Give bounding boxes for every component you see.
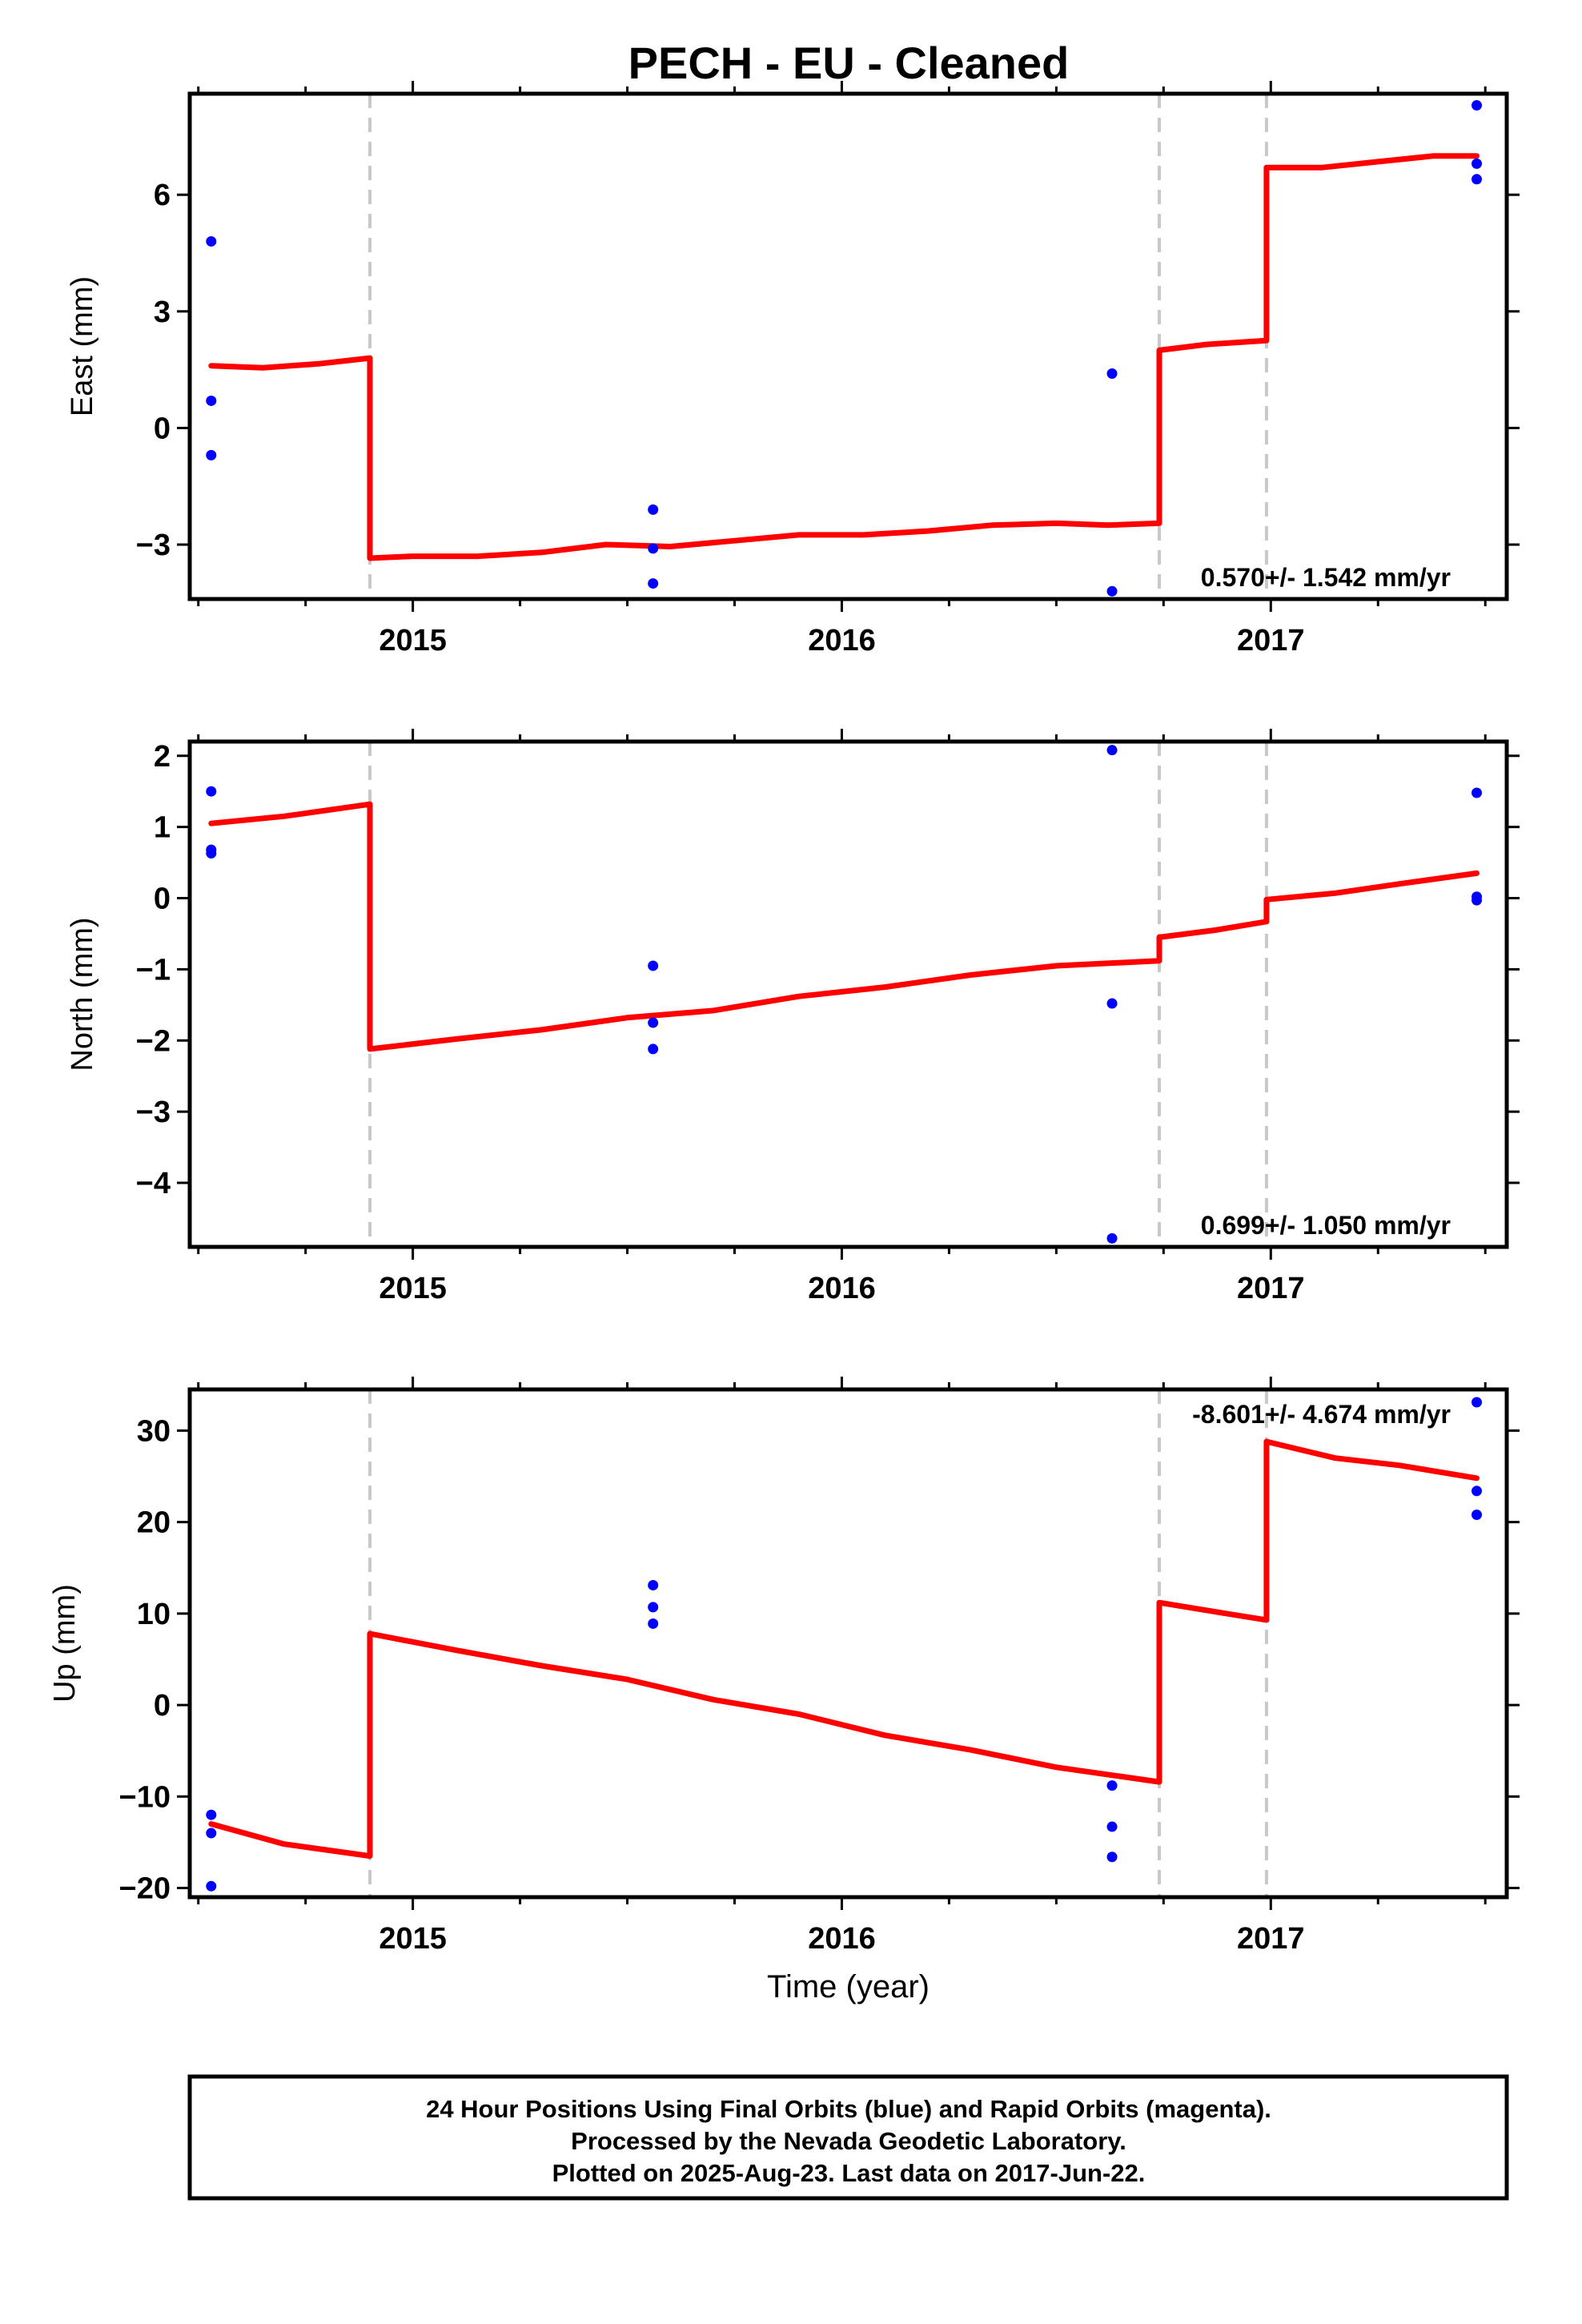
data-point xyxy=(1471,1510,1482,1521)
model-line xyxy=(208,1438,1480,1860)
data-point xyxy=(206,395,217,406)
rate-label: 0.570+/- 1.542 mm/yr xyxy=(1201,563,1451,592)
panels: 2015 2016 2017 −3 0 3 6 East (mm) 0.570+/- 1.542… xyxy=(48,81,1520,2004)
footer-line-3: Plotted on 2025-Aug-23. Last data on 201… xyxy=(552,2159,1146,2187)
panel-north: 2015 2016 2017 −4 −3 −2 −1 0 1 2 North (mm) 0.699+/… xyxy=(66,729,1520,1305)
x-tick-label: 2017 xyxy=(1237,1922,1305,1956)
data-point xyxy=(206,1880,217,1892)
y-tick-label: 30 xyxy=(137,1414,171,1448)
data-point xyxy=(1471,158,1482,169)
y-axis-label: East (mm) xyxy=(66,276,99,416)
y-tick-label: 0 xyxy=(154,883,171,916)
footer-box: 24 Hour Positions Using Final Orbits (bl… xyxy=(187,2074,1509,2201)
model-line xyxy=(208,153,1480,561)
data-point xyxy=(648,578,659,589)
panel-east: 2015 2016 2017 −3 0 3 6 East (mm) 0.570+/- 1.542… xyxy=(66,81,1520,657)
y-tick-label: 2 xyxy=(154,740,171,774)
y-tick-label: 10 xyxy=(137,1598,171,1631)
data-point xyxy=(648,1579,659,1590)
data-point xyxy=(1106,368,1118,379)
data-point xyxy=(648,1043,659,1055)
data-point xyxy=(1471,100,1482,111)
chart-title: PECH - EU - Cleaned xyxy=(628,38,1070,88)
y-tick-label: −1 xyxy=(136,953,171,987)
panel-up: 2015 2016 2017 −20 −10 0 10 20 30 Up (mm) Time (ye… xyxy=(48,1377,1520,2004)
x-tick-label: 2016 xyxy=(808,624,876,657)
y-tick-label: −4 xyxy=(136,1167,171,1200)
data-point xyxy=(206,1809,217,1820)
y-tick-label: −3 xyxy=(136,529,171,562)
y-tick-label: 6 xyxy=(154,179,171,212)
y-axis-label: North (mm) xyxy=(66,917,99,1071)
data-point xyxy=(1106,1780,1118,1791)
y-tick-label: −20 xyxy=(119,1872,171,1906)
y-tick-label: 0 xyxy=(154,412,171,445)
data-point xyxy=(1106,1232,1118,1244)
footer-line-2: Processed by the Nevada Geodetic Laborat… xyxy=(571,2127,1126,2155)
data-point xyxy=(1471,895,1482,906)
data-point xyxy=(1106,585,1118,597)
x-tick-label: 2017 xyxy=(1237,1272,1305,1305)
data-point xyxy=(1106,1821,1118,1832)
x-tick-label: 2016 xyxy=(808,1922,876,1956)
data-point xyxy=(1471,174,1482,185)
y-tick-label: 20 xyxy=(137,1506,171,1540)
y-tick-label: 1 xyxy=(154,811,171,845)
data-point xyxy=(1106,998,1118,1009)
data-point xyxy=(648,1602,659,1613)
data-point xyxy=(206,1827,217,1839)
footer-frame xyxy=(187,2074,1509,2201)
x-tick-label: 2015 xyxy=(379,1272,447,1305)
data-point xyxy=(1471,1486,1482,1497)
model-line xyxy=(208,801,1480,1052)
footer-line-1: 24 Hour Positions Using Final Orbits (bl… xyxy=(426,2095,1271,2123)
y-tick-label: 3 xyxy=(154,296,171,329)
y-tick-label: 0 xyxy=(154,1689,171,1723)
data-point xyxy=(1471,1397,1482,1408)
data-point xyxy=(648,1618,659,1629)
plot-frame xyxy=(187,739,1509,1249)
y-axis-label: Up (mm) xyxy=(48,1584,82,1703)
data-point xyxy=(206,235,217,247)
data-point xyxy=(648,543,659,554)
data-point xyxy=(206,848,217,859)
y-tick-label: −10 xyxy=(119,1780,171,1814)
rate-label: 0.699+/- 1.050 mm/yr xyxy=(1201,1211,1451,1240)
plot-frame xyxy=(187,91,1509,601)
data-point xyxy=(648,960,659,971)
data-point xyxy=(1106,745,1118,756)
rate-label: -8.601+/- 4.674 mm/yr xyxy=(1192,1400,1451,1429)
x-axis-label: Time (year) xyxy=(767,1969,930,2004)
x-tick-label: 2016 xyxy=(808,1272,876,1305)
data-point xyxy=(1471,787,1482,798)
x-tick-label: 2015 xyxy=(379,1922,447,1956)
x-tick-label: 2015 xyxy=(379,624,447,657)
data-point xyxy=(648,504,659,515)
y-tick-label: −2 xyxy=(136,1024,171,1058)
plot-frame xyxy=(187,1387,1509,1900)
y-tick-label: −3 xyxy=(136,1096,171,1129)
data-point xyxy=(206,449,217,460)
data-point xyxy=(648,1017,659,1028)
data-point xyxy=(206,786,217,797)
data-point xyxy=(1106,1852,1118,1863)
x-tick-label: 2017 xyxy=(1237,624,1305,657)
